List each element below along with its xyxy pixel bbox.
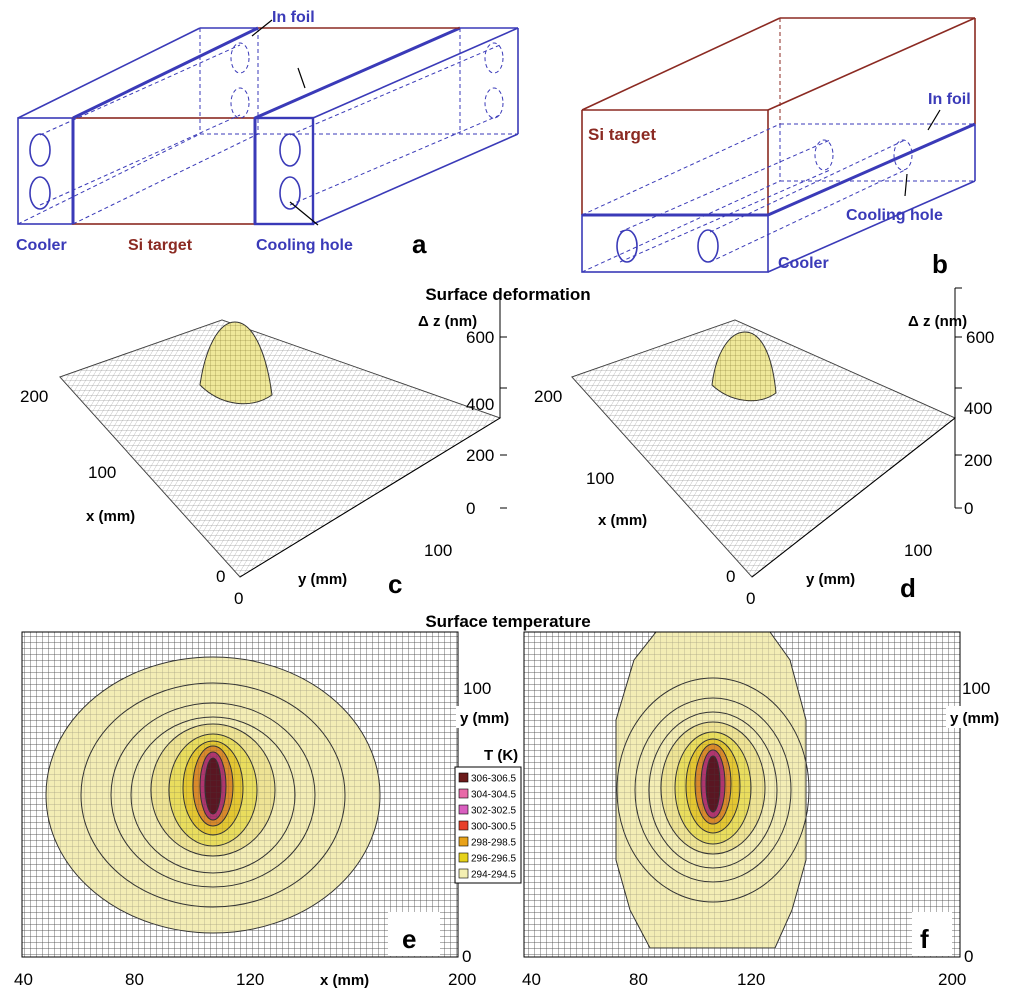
panel-c-z-tick-400: 400 <box>466 395 494 414</box>
panel-d-y-tick-0: 0 <box>746 589 755 608</box>
panel-e-y-tick-100: 100 <box>463 679 491 698</box>
panel-d-x-label: x (mm) <box>598 512 647 529</box>
panel-d-x-tick-200: 200 <box>534 387 562 406</box>
panel-c-y-tick-100: 100 <box>424 541 452 560</box>
panel-d-z-tick-400: 400 <box>964 399 992 418</box>
panel-f-map <box>523 631 961 958</box>
panel-e-y-label: y (mm) <box>460 710 509 727</box>
legend-label-0: 306-306.5 <box>471 774 516 785</box>
panel-b-foil-label: In foil <box>928 91 971 108</box>
panel-d-x-tick-0: 0 <box>726 567 735 586</box>
legend-swatch-0 <box>458 772 469 783</box>
panel-f-x-tick-40: 40 <box>522 970 541 989</box>
legend-swatch-4 <box>458 836 469 847</box>
panel-c-z-tick-200: 200 <box>466 446 494 465</box>
panel-e-map <box>21 631 459 958</box>
panel-f-y-label: y (mm) <box>950 710 999 727</box>
panel-a-diagram <box>17 19 519 226</box>
panel-d-letter: d <box>900 573 916 603</box>
legend-label-5: 296-296.5 <box>471 854 516 865</box>
panel-e-x-label: x (mm) <box>320 972 369 989</box>
panel-f-letter: f <box>920 924 929 954</box>
panel-b-target-label: Si target <box>588 125 656 144</box>
panel-a-hole-label: Cooling hole <box>256 237 353 254</box>
panel-d-x-tick-100: 100 <box>586 469 614 488</box>
legend-label-6: 294-294.5 <box>471 870 516 881</box>
deformation-title: Surface deformation <box>425 285 590 304</box>
panel-e-letter: e <box>402 924 416 954</box>
panel-c-x-tick-0: 0 <box>216 567 225 586</box>
panel-d-y-tick-100: 100 <box>904 541 932 560</box>
panel-b-hole-label: Cooling hole <box>846 207 943 224</box>
panel-d-surface <box>571 287 962 578</box>
panel-c-surface <box>59 288 507 578</box>
panel-a-foil-label: In foil <box>272 9 315 26</box>
panel-f-ylabel-bg <box>946 706 1016 728</box>
panel-c-z-label: Δ z (nm) <box>418 313 477 330</box>
legend-label-4: 298-298.5 <box>471 838 516 849</box>
panel-c-y-label: y (mm) <box>298 571 347 588</box>
legend-swatch-3 <box>458 820 469 831</box>
legend-swatch-2 <box>458 804 469 815</box>
panel-d-z-tick-200: 200 <box>964 451 992 470</box>
panel-a-letter: a <box>412 229 427 259</box>
panel-b-diagram <box>581 17 976 273</box>
panel-c-x-tick-100: 100 <box>88 463 116 482</box>
legend-label-2: 302-302.5 <box>471 806 516 817</box>
panel-b-cooler-label: Cooler <box>778 255 829 272</box>
legend-swatch-5 <box>458 852 469 863</box>
legend-swatch-1 <box>458 788 469 799</box>
legend-swatch-6 <box>458 868 469 879</box>
panel-c-y-tick-0: 0 <box>234 589 243 608</box>
panel-d-z-tick-0: 0 <box>964 499 973 518</box>
panel-f-letter-bg <box>912 912 952 956</box>
panel-b-letter: b <box>932 249 948 279</box>
panel-d-y-label: y (mm) <box>806 571 855 588</box>
panel-e-x-tick-80: 80 <box>125 970 144 989</box>
panel-e-ylabel-bg <box>456 706 518 728</box>
panel-f-x-tick-120: 120 <box>737 970 765 989</box>
legend-title: T (K) <box>484 747 518 764</box>
panel-f-y-tick-100: 100 <box>962 679 990 698</box>
panel-c-z-tick-0: 0 <box>466 499 475 518</box>
panel-c-z-tick-600: 600 <box>466 328 494 347</box>
panel-d-z-label: Δ z (nm) <box>908 313 967 330</box>
panel-a-cooler-label: Cooler <box>16 237 67 254</box>
legend-label-3: 300-300.5 <box>471 822 516 833</box>
panel-f-y-tick-0: 0 <box>964 947 973 966</box>
panel-c-x-label: x (mm) <box>86 508 135 525</box>
legend-label-1: 304-304.5 <box>471 790 516 801</box>
panel-e-x-tick-200: 200 <box>448 970 476 989</box>
temperature-title: Surface temperature <box>425 612 590 631</box>
panel-a-target-label: Si target <box>128 237 193 254</box>
panel-c-letter: c <box>388 569 402 599</box>
panel-c-x-tick-200: 200 <box>20 387 48 406</box>
panel-e-x-tick-40: 40 <box>14 970 33 989</box>
panel-e-x-tick-120: 120 <box>236 970 264 989</box>
panel-f-x-tick-200: 200 <box>938 970 966 989</box>
panel-e-y-tick-0: 0 <box>462 947 471 966</box>
temperature-legend: T (K) 306-306.5 304-304.5 302-302.5 300-300… <box>454 747 522 884</box>
panel-f-x-tick-80: 80 <box>629 970 648 989</box>
panel-d-z-tick-600: 600 <box>966 328 994 347</box>
panel-e-letter-bg <box>388 912 440 956</box>
